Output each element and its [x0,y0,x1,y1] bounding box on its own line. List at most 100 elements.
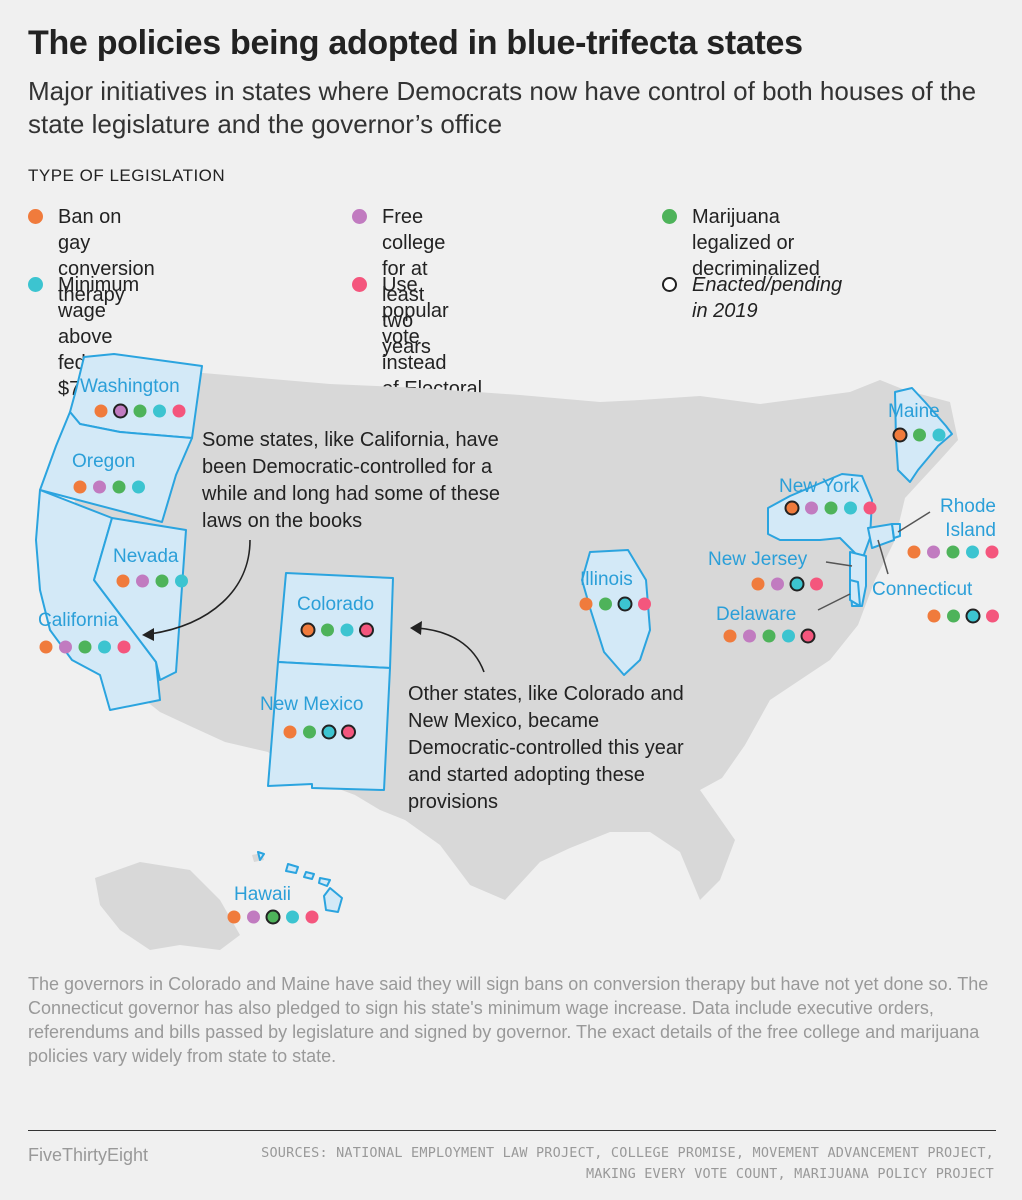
policy-dot-maine-marijuana [913,428,926,442]
state-shape-illinois [581,549,651,676]
legend-dot-conversion [28,209,43,224]
policy-dot-rhode-island-college [927,545,940,559]
policy-dot-new-york-popular [863,501,877,515]
state-shape-rhode-island [891,523,901,539]
legend-label-conversion: Ban on gay conversion therapy [58,206,155,306]
policy-dot-oregon-marijuana [112,480,126,494]
policy-dot-illinois-wage-enacted [617,596,633,612]
policy-dot-new-mexico-marijuana [303,725,316,739]
policy-dot-illinois-popular [638,597,651,611]
state-label-new-york: New York [779,476,860,497]
legend-label-enacted: Enacted/pending in 2019 [692,274,843,322]
policy-dot-connecticut-wage-enacted [965,608,981,624]
policy-dot-oregon-wage [132,480,145,494]
policy-dot-delaware-popular-enacted [800,628,816,644]
policy-dot-washington-college-enacted [113,403,128,419]
policy-dot-connecticut-popular [986,609,999,623]
policy-dot-new-jersey-conversion [751,577,765,591]
policy-dot-colorado-marijuana [321,623,334,637]
policy-dot-california-wage [98,640,111,654]
state-shape-hawaii [257,851,343,913]
policy-dot-hawaii-conversion [227,910,241,924]
policy-dot-delaware-wage [782,629,795,643]
policy-dot-illinois-marijuana [599,597,612,611]
policy-dot-new-mexico-popular-enacted [341,724,356,740]
policy-dot-new-jersey-popular [810,577,823,591]
policy-dot-rhode-island-conversion [907,545,921,559]
policy-dot-new-york-conversion-enacted [784,500,800,516]
policy-dot-colorado-popular-enacted [359,622,374,638]
sources: SOURCES: NATIONAL EMPLOYMENT LAW PROJECT… [261,1145,994,1182]
policy-dot-washington-conversion [94,404,108,418]
map: Washington Oregon Nevada California Colo… [35,353,999,950]
policy-dot-hawaii-marijuana-enacted [265,909,281,925]
annotation-california: Some states, like California, have been D… [201,429,500,532]
state-label-hawaii: Hawaii [234,884,291,905]
policy-dot-washington-popular [172,404,186,418]
state-label-new-mexico: New Mexico [260,694,363,715]
connector-delaware [817,593,851,611]
state-label-california: California [38,610,119,631]
policy-dot-connecticut-marijuana [947,609,960,623]
state-label-washington: Washington [80,376,180,397]
policy-dot-colorado-conversion-enacted [300,622,316,638]
policy-dot-rhode-island-marijuana [946,545,960,559]
policy-dot-colorado-wage [340,623,354,637]
legend-dot-marijuana [662,209,677,224]
policy-dot-hawaii-wage [286,910,299,924]
arrow-california [149,539,251,635]
footnote: The governors in Colorado and Maine have… [28,974,989,1066]
policy-dot-new-jersey-wage-enacted [789,576,805,592]
connector-rhode-island [897,511,931,533]
page-subtitle: Major initiatives in states where Democr… [28,76,977,139]
legend-label-marijuana: Marijuana legalized or decriminalized [692,206,820,280]
legend-dot-college [352,209,367,224]
policy-dot-washington-marijuana [133,404,147,418]
policy-dot-oregon-college [93,480,106,494]
legend-heading: TYPE OF LEGISLATION [28,166,226,185]
policy-dots [39,403,999,925]
legend-dot-enacted [662,277,677,292]
policy-dot-rhode-island-popular [985,545,999,559]
us-landmass [66,365,958,900]
connector-new-jersey [825,561,853,567]
alaska-landmass [95,862,240,950]
connector-connecticut [877,539,889,575]
policy-dot-nevada-marijuana [155,574,169,588]
state-shape-colorado [277,572,394,669]
state-label-new-jersey: New Jersey [708,549,808,570]
state-label-nevada: Nevada [113,546,179,567]
arrow-colorado [415,627,485,673]
state-label-maine: Maine [888,401,940,422]
policy-dot-new-york-marijuana [824,501,838,515]
policy-dot-oregon-conversion [73,480,87,494]
policy-dot-new-mexico-conversion [283,725,297,739]
arrowhead-colorado [410,621,422,635]
legend-dot-popular [352,277,367,292]
policy-dot-new-mexico-wage-enacted [321,724,337,740]
state-shape-nevada [93,517,187,681]
policy-dot-maine-wage [932,428,946,442]
page-title: The policies being adopted in blue-trife… [28,24,803,62]
footer-rule [28,1130,996,1131]
arrowhead-california [142,628,154,641]
state-shape-oregon [39,411,193,523]
policy-dot-hawaii-popular [305,910,319,924]
legend-label-college: Free college for at least two years [382,206,446,358]
policy-dot-hawaii-college [247,910,260,924]
state-label-connecticut: Connecticut [872,579,973,600]
policy-dot-new-york-wage [844,501,857,515]
policy-dot-delaware-college [743,629,756,643]
policy-dot-nevada-college [136,574,149,588]
policy-dot-rhode-island-wage [966,545,979,559]
policy-dot-illinois-conversion [579,597,593,611]
policy-dot-nevada-conversion [116,574,130,588]
policy-dot-california-conversion [39,640,53,654]
policy-dot-new-york-college [805,501,818,515]
state-label-colorado: Colorado [297,594,374,615]
policy-dot-maine-conversion-enacted [892,427,908,443]
annotation-colorado: Other states, like Colorado and New Mexic… [408,683,684,813]
state-shape-delaware [849,579,861,607]
state-label-rhode-island: Rhode Island [940,496,996,541]
state-label-illinois: Illinois [580,569,633,590]
